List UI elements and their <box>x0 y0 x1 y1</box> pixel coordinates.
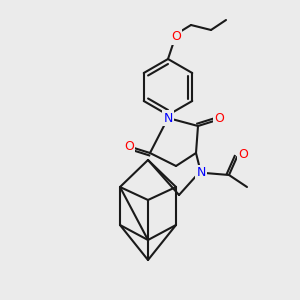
Text: O: O <box>238 148 248 160</box>
Text: O: O <box>171 31 181 44</box>
Text: N: N <box>163 112 173 124</box>
Text: O: O <box>124 140 134 152</box>
Text: O: O <box>214 112 224 125</box>
Text: N: N <box>196 167 206 179</box>
